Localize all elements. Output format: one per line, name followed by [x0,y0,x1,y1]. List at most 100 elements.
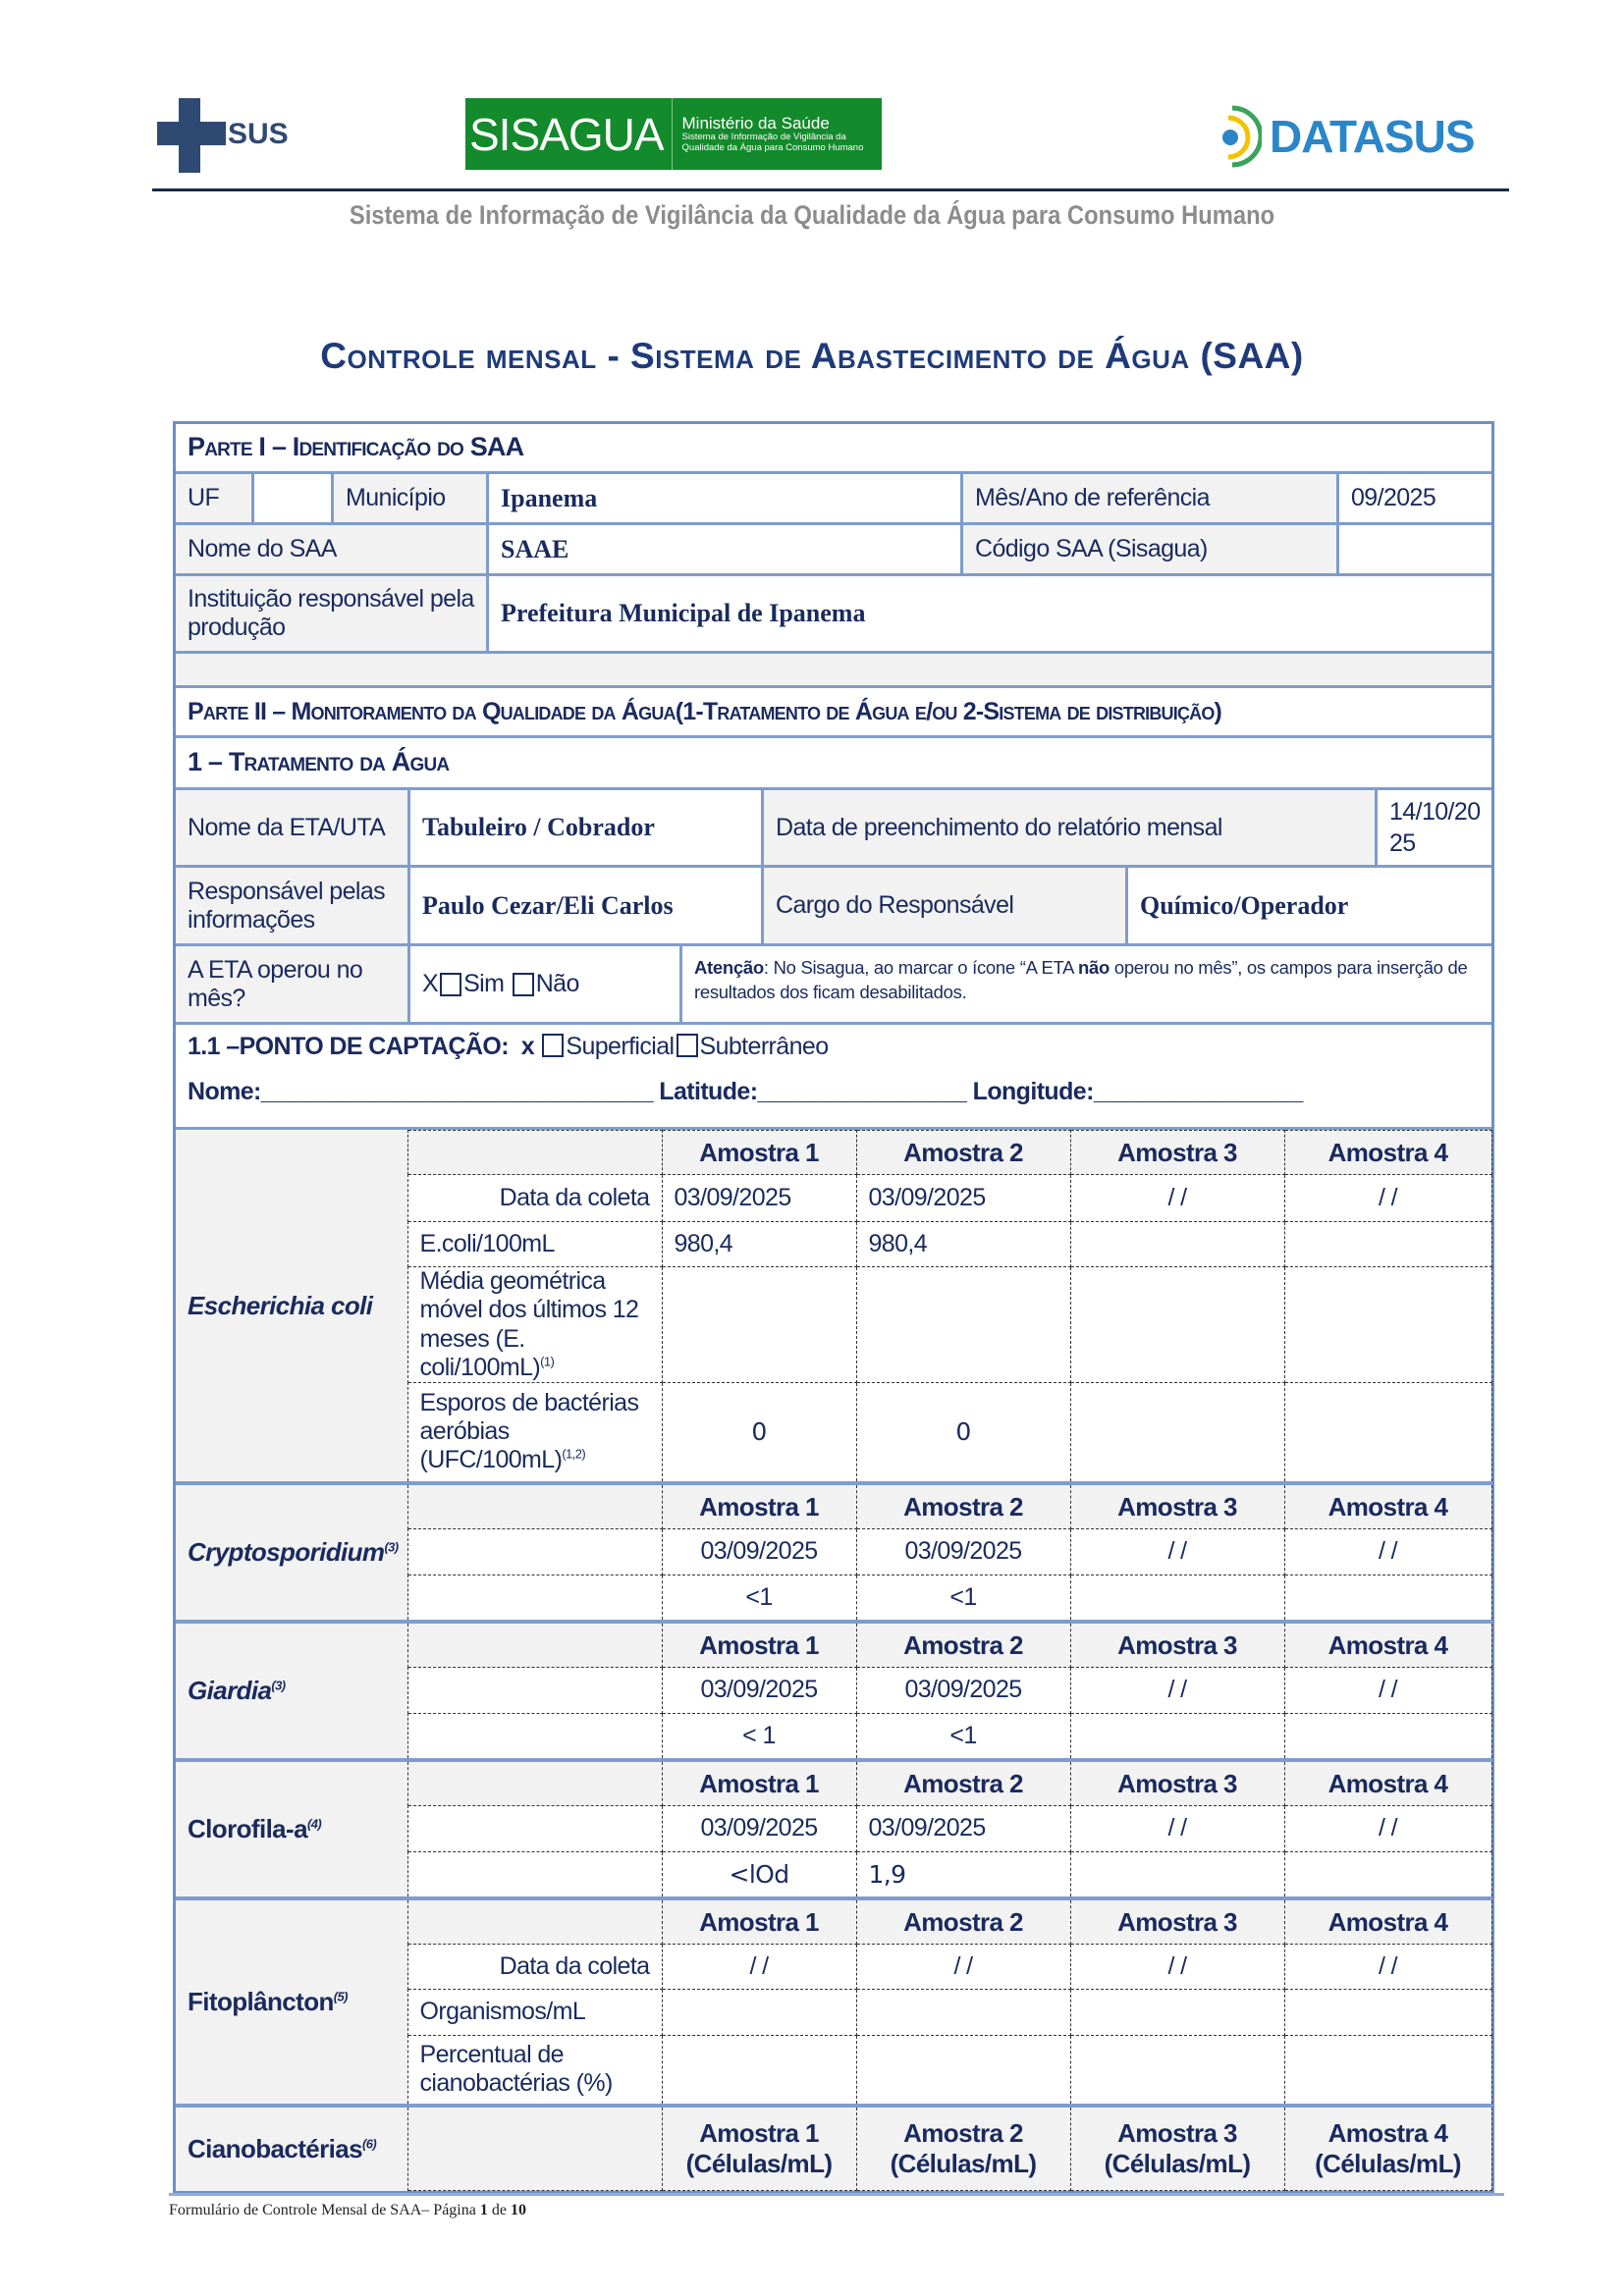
sample-value[interactable]: 03/09/2025 [855,1667,1071,1714]
sisagua-logo: SISAGUA Ministério da Saúde Sistema de I… [465,98,882,170]
parameter-name: Giardia [188,1675,272,1705]
sample-value[interactable] [1069,1851,1285,1898]
municipio-field[interactable]: Ipanema [486,474,960,522]
sample-value[interactable]: 03/09/2025 [855,1805,1071,1852]
atencao-text1: : No Sisagua, ao marcar o ícone “A ETA [763,957,1078,978]
sample-value[interactable] [1283,1851,1492,1898]
sample-value[interactable]: 03/09/2025 [855,1174,1071,1222]
sample-value[interactable] [661,2035,857,2106]
sample-value[interactable]: 980,4 [855,1221,1071,1267]
row-label [406,1713,663,1760]
superficial-checkbox[interactable] [542,1034,565,1057]
sample-value[interactable] [855,1266,1071,1383]
parameter-name: Escherichia coli [188,1290,373,1320]
system-subtitle: Sistema de Informação de Vigilância da Q… [349,200,1275,230]
cargo-label: Cargo do Responsável [761,868,1125,943]
sample-header: Amostra 3 [1069,1757,1285,1806]
table-row: 03/09/2025 03/09/2025/ / / / [176,1805,1492,1852]
responsavel-label: Responsável pelas informações [176,868,407,943]
sample-value[interactable]: / / [1069,1174,1285,1222]
instituicao-field[interactable]: Prefeitura Municipal de Ipanema [486,576,1491,651]
sample-value[interactable]: / / [1069,1528,1285,1575]
longitude-field[interactable]: ________________ [1093,1078,1303,1105]
nome-saa-field[interactable]: SAAE [486,525,960,573]
svg-text:SUS: SUS [228,118,289,150]
sample-value[interactable] [1069,1575,1285,1622]
sample-value[interactable] [1069,1989,1285,2036]
sample-value[interactable]: <1 [661,1575,857,1622]
sample-value[interactable] [1069,1221,1285,1267]
data-preenchimento-field[interactable]: 14/10/20 25 [1375,790,1491,865]
sample-header: Amostra 4 [1283,1619,1492,1668]
sample-value[interactable] [1283,1989,1492,2036]
sample-value[interactable] [1283,1382,1492,1483]
sample-value[interactable] [661,1989,857,2036]
sample-value[interactable]: / / [1283,1667,1492,1714]
sample-value[interactable]: / / [1069,1944,1285,1990]
part2-heading: Parte II – Monitoramento da Qualidade da… [188,697,1222,725]
sample-value[interactable] [1283,2035,1492,2106]
sample-value[interactable]: / / [1283,1805,1492,1852]
sample-header: Amostra 3 [1069,1130,1285,1175]
sample-value[interactable]: 1,9 [855,1851,1071,1898]
eta-field[interactable]: Tabuleiro / Cobrador [407,790,761,865]
sample-value[interactable]: < 1 [661,1713,857,1760]
sample-value[interactable]: / / [1283,1528,1492,1575]
sample-value[interactable] [1069,2035,1285,2106]
sample-value[interactable] [1283,1266,1492,1383]
sample-header: Amostra 4 (Células/mL) [1283,2103,1492,2191]
mes-ano-field[interactable]: 09/2025 [1336,474,1491,522]
table-row: Cryptosporidium(3) Amostra 1 Amostra 2 Amos… [176,1480,1492,1622]
nao-checkbox[interactable] [512,972,534,996]
nome-field[interactable]: ______________________________ [260,1078,654,1105]
sample-value[interactable]: / / [661,1944,857,1990]
sample-value[interactable]: <lOd [661,1851,857,1898]
row-label [406,1575,663,1622]
sample-value[interactable] [1283,1713,1492,1760]
row-label: Organismos/mL [406,1989,663,2036]
sample-value[interactable]: 03/09/2025 [855,1528,1071,1575]
sample-value[interactable]: 03/09/2025 [661,1667,857,1714]
row-label-text: Média geométrica móvel dos últimos 12 me… [419,1267,639,1381]
atencao-bold: Atenção [694,957,764,978]
latitude-field[interactable]: ________________ [757,1078,967,1105]
subterraneo-checkbox[interactable] [676,1034,698,1057]
mes-ano-label: Mês/Ano de referência [960,474,1336,522]
sample-value[interactable]: / / [1069,1667,1285,1714]
sample-value[interactable]: 03/09/2025 [661,1174,857,1222]
footer-page: 1 [479,2202,488,2218]
sample-value[interactable] [855,2035,1071,2106]
cargo-field[interactable]: Químico/Operador [1125,868,1491,943]
footnote-ref: (3) [271,1678,286,1693]
sample-value[interactable]: / / [1283,1944,1492,1990]
sample-value[interactable] [1283,1221,1492,1267]
footer-rule [169,2193,1504,2196]
sample-value[interactable]: 980,4 [661,1221,857,1267]
sample-value[interactable] [1069,1713,1285,1760]
sample-value[interactable]: / / [855,1944,1071,1990]
sample-value[interactable]: <1 [855,1713,1071,1760]
table-row: Clorofila-a(4) Amostra 1 Amostra 2 Amostra … [176,1757,1492,1898]
sample-value[interactable]: 0 [855,1382,1071,1483]
sample-value[interactable] [1069,1266,1285,1383]
sample-value[interactable]: <1 [855,1575,1071,1622]
sample-value[interactable]: 0 [661,1382,857,1483]
sus-logo: SUS [157,98,339,173]
sample-value[interactable] [855,1989,1071,2036]
responsavel-field[interactable]: Paulo Cezar/Eli Carlos [407,868,761,943]
sample-header: Amostra 2 [855,1619,1071,1668]
sim-checkbox[interactable] [440,972,462,996]
sample-value[interactable]: 03/09/2025 [661,1805,857,1852]
parameter-label: Clorofila-a(4) [176,1757,408,1898]
sample-value[interactable]: / / [1283,1174,1492,1222]
table-row: Data da coleta / / / / / / / / [176,1944,1492,1990]
sample-value[interactable] [661,1266,857,1383]
sample-value[interactable] [1069,1382,1285,1483]
sample-header: Amostra 1 [661,1130,857,1175]
codigo-saa-field[interactable] [1336,525,1491,573]
sample-value[interactable]: 03/09/2025 [661,1528,857,1575]
sample-value[interactable] [1283,1575,1492,1622]
sample-value[interactable]: / / [1069,1805,1285,1852]
uf-field[interactable] [251,474,331,522]
row-label [406,1757,663,1806]
